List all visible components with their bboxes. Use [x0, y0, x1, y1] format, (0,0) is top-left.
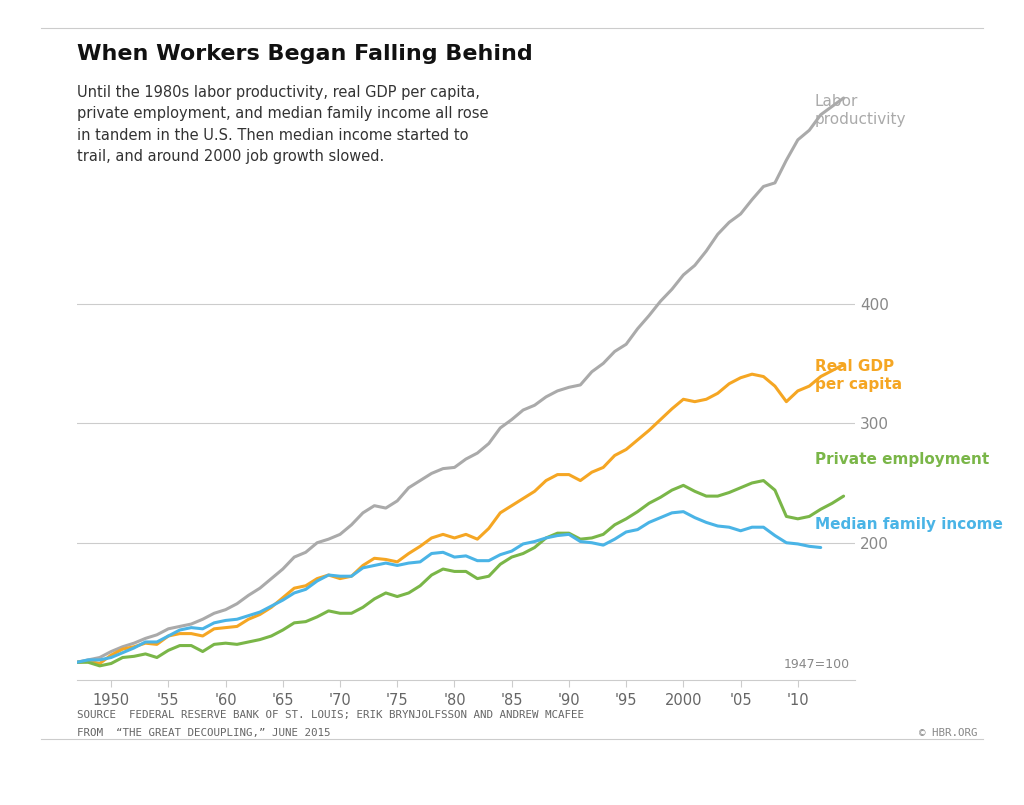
Text: Private employment: Private employment	[815, 452, 989, 467]
Text: Labor
productivity: Labor productivity	[815, 94, 906, 126]
Text: Until the 1980s labor productivity, real GDP per capita,
private employment, and: Until the 1980s labor productivity, real…	[77, 85, 488, 164]
Text: FROM  “THE GREAT DECOUPLING,” JUNE 2015: FROM “THE GREAT DECOUPLING,” JUNE 2015	[77, 728, 331, 737]
Text: When Workers Began Falling Behind: When Workers Began Falling Behind	[77, 44, 532, 64]
Text: 1947=100: 1947=100	[783, 658, 849, 671]
Text: SOURCE  FEDERAL RESERVE BANK OF ST. LOUIS; ERIK BRYNJOLFSSON AND ANDREW MCAFEE: SOURCE FEDERAL RESERVE BANK OF ST. LOUIS…	[77, 710, 584, 720]
Text: Median family income: Median family income	[815, 518, 1002, 532]
Text: © HBR.ORG: © HBR.ORG	[920, 728, 978, 737]
Text: Real GDP
per capita: Real GDP per capita	[815, 359, 902, 391]
